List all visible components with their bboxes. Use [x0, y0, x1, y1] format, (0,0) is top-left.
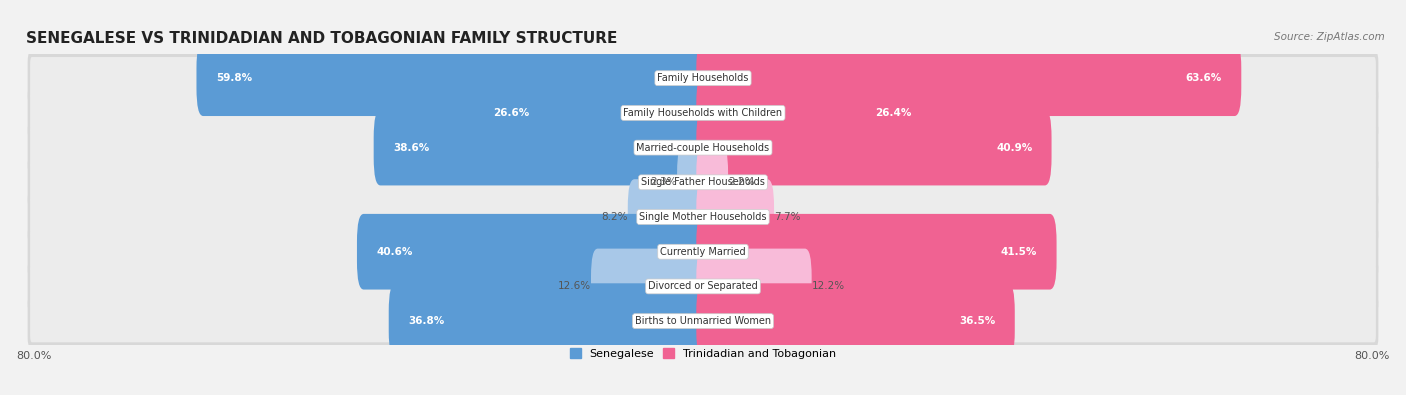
FancyBboxPatch shape	[28, 260, 1378, 312]
FancyBboxPatch shape	[30, 265, 1376, 308]
FancyBboxPatch shape	[28, 87, 1378, 139]
FancyBboxPatch shape	[28, 156, 1378, 208]
FancyBboxPatch shape	[28, 52, 1378, 104]
FancyBboxPatch shape	[30, 126, 1376, 169]
Text: Single Father Households: Single Father Households	[641, 177, 765, 187]
Text: 26.4%: 26.4%	[875, 108, 911, 118]
FancyBboxPatch shape	[696, 110, 1052, 185]
Text: 36.8%: 36.8%	[408, 316, 444, 326]
Text: 36.5%: 36.5%	[959, 316, 995, 326]
Text: 41.5%: 41.5%	[1001, 247, 1038, 257]
FancyBboxPatch shape	[30, 92, 1376, 134]
Text: 2.2%: 2.2%	[728, 177, 755, 187]
Text: 8.2%: 8.2%	[602, 212, 627, 222]
FancyBboxPatch shape	[696, 145, 728, 220]
FancyBboxPatch shape	[474, 75, 710, 151]
Text: Married-couple Households: Married-couple Households	[637, 143, 769, 152]
FancyBboxPatch shape	[696, 214, 1056, 290]
Text: 12.6%: 12.6%	[558, 281, 591, 292]
FancyBboxPatch shape	[696, 179, 775, 255]
Legend: Senegalese, Trinidadian and Tobagonian: Senegalese, Trinidadian and Tobagonian	[565, 344, 841, 363]
Text: Source: ZipAtlas.com: Source: ZipAtlas.com	[1274, 32, 1385, 41]
Text: Family Households: Family Households	[658, 73, 748, 83]
FancyBboxPatch shape	[30, 161, 1376, 203]
FancyBboxPatch shape	[696, 40, 1241, 116]
FancyBboxPatch shape	[374, 110, 710, 185]
Text: 38.6%: 38.6%	[392, 143, 429, 152]
FancyBboxPatch shape	[30, 300, 1376, 342]
FancyBboxPatch shape	[591, 248, 710, 324]
Text: 63.6%: 63.6%	[1185, 73, 1222, 83]
FancyBboxPatch shape	[28, 295, 1378, 347]
Text: Births to Unmarried Women: Births to Unmarried Women	[636, 316, 770, 326]
Text: SENEGALESE VS TRINIDADIAN AND TOBAGONIAN FAMILY STRUCTURE: SENEGALESE VS TRINIDADIAN AND TOBAGONIAN…	[25, 31, 617, 46]
FancyBboxPatch shape	[28, 191, 1378, 243]
Text: Currently Married: Currently Married	[661, 247, 745, 257]
FancyBboxPatch shape	[30, 231, 1376, 273]
Text: 59.8%: 59.8%	[215, 73, 252, 83]
FancyBboxPatch shape	[28, 226, 1378, 278]
FancyBboxPatch shape	[696, 283, 1015, 359]
FancyBboxPatch shape	[28, 122, 1378, 174]
FancyBboxPatch shape	[696, 248, 811, 324]
Text: 40.9%: 40.9%	[995, 143, 1032, 152]
FancyBboxPatch shape	[197, 40, 710, 116]
FancyBboxPatch shape	[627, 179, 710, 255]
FancyBboxPatch shape	[696, 75, 931, 151]
Text: 40.6%: 40.6%	[377, 247, 412, 257]
Text: 12.2%: 12.2%	[811, 281, 845, 292]
Text: 2.3%: 2.3%	[651, 177, 678, 187]
Text: 26.6%: 26.6%	[494, 108, 530, 118]
FancyBboxPatch shape	[388, 283, 710, 359]
FancyBboxPatch shape	[30, 57, 1376, 100]
Text: Single Mother Households: Single Mother Households	[640, 212, 766, 222]
FancyBboxPatch shape	[678, 145, 710, 220]
Text: Divorced or Separated: Divorced or Separated	[648, 281, 758, 292]
FancyBboxPatch shape	[30, 196, 1376, 238]
Text: Family Households with Children: Family Households with Children	[623, 108, 783, 118]
Text: 7.7%: 7.7%	[775, 212, 800, 222]
FancyBboxPatch shape	[357, 214, 710, 290]
